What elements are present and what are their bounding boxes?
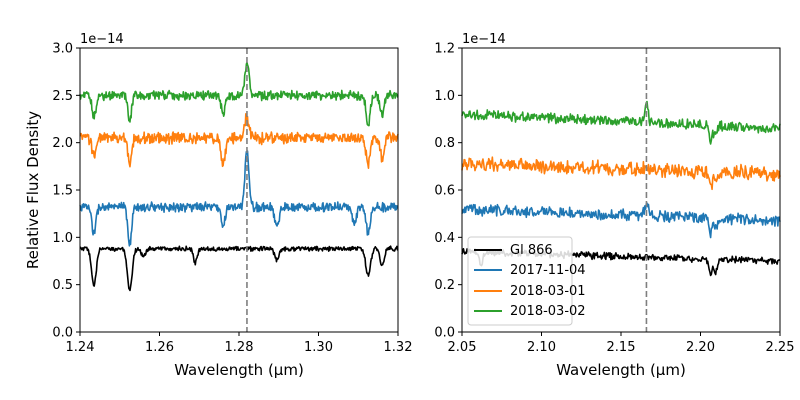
legend-entry: Gl 866 bbox=[474, 243, 553, 258]
y-tick-label: 0.0 bbox=[52, 326, 73, 341]
x-tick-label: 1.32 bbox=[384, 340, 413, 355]
legend-box bbox=[467, 236, 573, 326]
y-tick-label: 0.6 bbox=[434, 184, 455, 199]
legend-entry: 2018-03-01 bbox=[474, 284, 586, 299]
y-tick-label: 1.0 bbox=[434, 89, 455, 104]
x-tick-label: 1.24 bbox=[66, 340, 95, 355]
right-panel: 2.05 2.10 2.15 2.20 2.25 0.0 0.2 0.4 0.6 0.8 1.0 1.… bbox=[434, 32, 794, 379]
x-tick-label: 1.28 bbox=[225, 340, 254, 355]
x-tick-label: 2.15 bbox=[607, 340, 636, 355]
y-tick-label: 0.5 bbox=[52, 278, 73, 293]
left-offset-label: 1e−14 bbox=[80, 32, 124, 47]
left-axis-ticks: 1.24 1.26 1.28 1.30 1.32 0.0 0.5 1.0 1.5 2.0 2.5 3.… bbox=[52, 42, 412, 356]
legend-label: Gl 866 bbox=[510, 243, 553, 258]
x-tick-label: 2.20 bbox=[686, 340, 715, 355]
right-plot-frame bbox=[461, 47, 781, 333]
left-plot-frame bbox=[79, 47, 399, 333]
right-axis-ticks: 2.05 2.10 2.15 2.20 2.25 0.0 0.2 0.4 0.6 0.8 1.0 1.… bbox=[434, 42, 794, 356]
x-tick-label: 1.30 bbox=[304, 340, 333, 355]
x-tick-label: 2.25 bbox=[766, 340, 795, 355]
y-tick-label: 2.0 bbox=[52, 136, 73, 151]
series-line bbox=[461, 202, 781, 239]
series-line bbox=[79, 245, 399, 292]
left-series-lines bbox=[79, 61, 399, 292]
y-tick-label: 1.5 bbox=[52, 184, 73, 199]
y-tick-label: 2.5 bbox=[52, 89, 73, 104]
x-tick-label: 1.26 bbox=[145, 340, 174, 355]
y-tick-label: 1.2 bbox=[434, 42, 455, 57]
legend-label: 2018-03-02 bbox=[510, 304, 586, 319]
legend-entry: 2017-11-04 bbox=[474, 263, 586, 278]
y-tick-label: 0.4 bbox=[434, 231, 455, 246]
series-line bbox=[461, 100, 781, 145]
right-x-axis-label: Wavelength (μm) bbox=[556, 361, 686, 379]
left-panel: 1.24 1.26 1.28 1.30 1.32 0.0 0.5 1.0 1.5 2.0 2.5 3.… bbox=[24, 32, 412, 379]
y-tick-label: 0.2 bbox=[434, 278, 455, 293]
series-line bbox=[79, 113, 399, 169]
x-tick-label: 2.05 bbox=[448, 340, 477, 355]
x-tick-label: 2.10 bbox=[527, 340, 556, 355]
y-tick-label: 3.0 bbox=[52, 42, 73, 57]
legend-label: 2018-03-01 bbox=[510, 284, 586, 299]
right-offset-label: 1e−14 bbox=[462, 32, 506, 47]
legend-entry: 2018-03-02 bbox=[474, 304, 586, 319]
legend: Gl 866 2017-11-04 2018-03-01 2018-03-02 bbox=[467, 236, 586, 326]
y-tick-label: 1.0 bbox=[52, 231, 73, 246]
legend-label: 2017-11-04 bbox=[510, 263, 586, 278]
series-line bbox=[79, 61, 399, 127]
left-y-axis-label: Relative Flux Density bbox=[24, 111, 42, 269]
series-line bbox=[461, 156, 781, 191]
y-tick-label: 0.8 bbox=[434, 136, 455, 151]
series-line bbox=[79, 150, 399, 247]
left-x-axis-label: Wavelength (μm) bbox=[174, 361, 304, 379]
y-tick-label: 0.0 bbox=[434, 326, 455, 341]
